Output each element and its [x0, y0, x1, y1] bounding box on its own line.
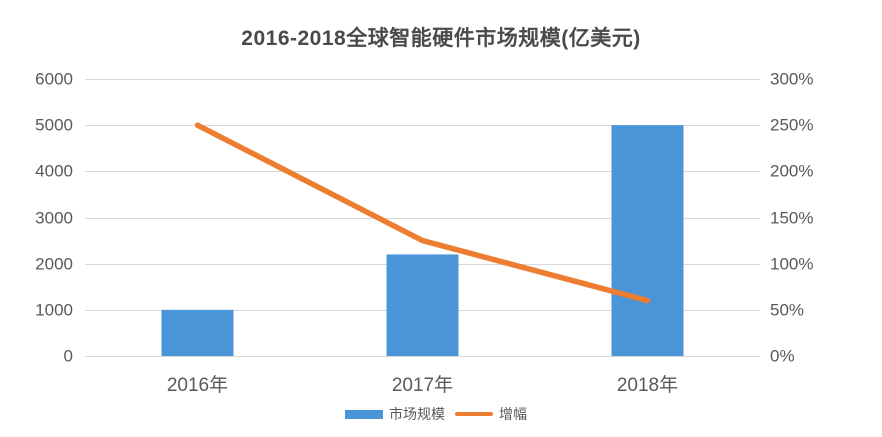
right-tick-50%: 50%	[770, 300, 805, 320]
right-tick-150%: 150%	[770, 208, 814, 227]
right-tick-100%: 100%	[770, 254, 814, 274]
x-label-2018年: 2018年	[616, 375, 679, 396]
legend-item-增幅: 增幅	[455, 407, 537, 421]
bar-2018年	[611, 125, 684, 356]
legend: 市场规模 增幅	[0, 406, 882, 422]
left-tick-6000: 6000	[35, 69, 73, 89]
growth-line	[194, 122, 651, 304]
right-tick-300%: 300%	[770, 69, 814, 89]
bar-2016年	[161, 309, 234, 356]
right-tick-250%: 250%	[770, 115, 814, 135]
left-tick-5000: 5000	[35, 115, 73, 135]
legend-label: 增幅	[499, 406, 527, 422]
chart-title: 2016-2018全球智能硬件市场规模(亿美元)	[241, 27, 641, 50]
left-tick-2000: 2000	[35, 254, 73, 274]
left-tick-0: 0	[63, 346, 73, 366]
right-tick-200%: 200%	[770, 161, 814, 181]
left-tick-1000: 1000	[35, 300, 73, 320]
left-tick-3000: 3000	[35, 208, 73, 227]
legend-bar-swatch-icon	[345, 409, 383, 419]
legend-item-市场规模: 市场规模	[345, 407, 455, 421]
legend-line-swatch-icon	[455, 412, 493, 416]
bar-2017年	[386, 254, 459, 356]
plot-area	[85, 79, 760, 357]
x-label-2016年: 2016年	[166, 375, 229, 396]
left-tick-4000: 4000	[35, 161, 73, 181]
right-tick-0%: 0%	[770, 346, 795, 366]
x-label-2017年: 2017年	[391, 375, 454, 396]
legend-label: 市场规模	[389, 406, 445, 422]
